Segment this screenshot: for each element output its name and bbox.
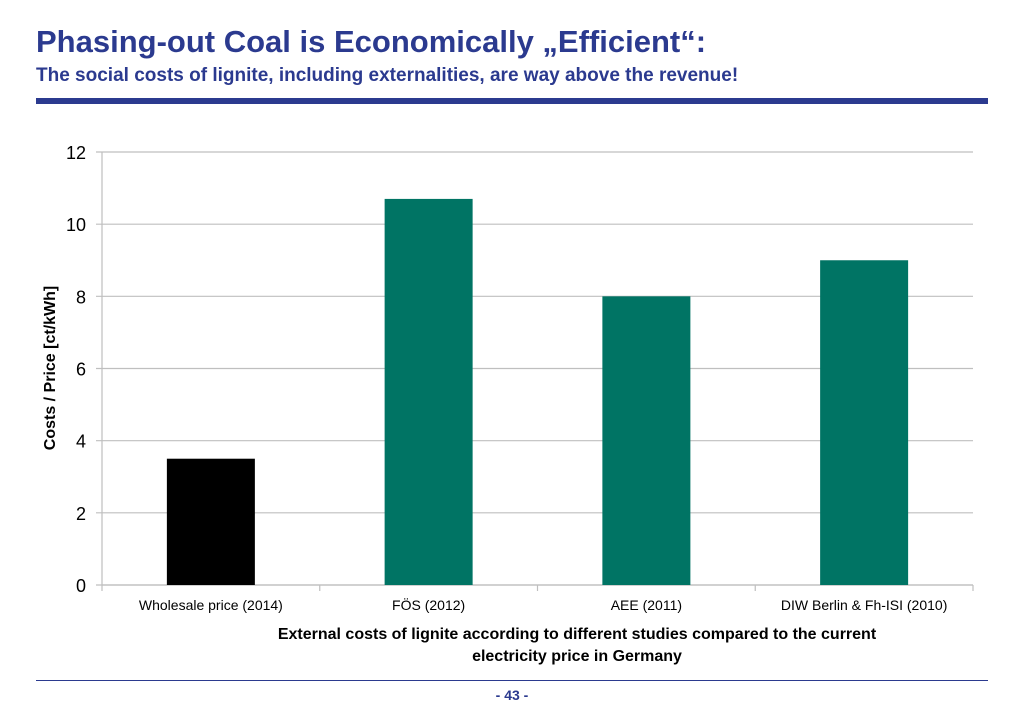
x-axis-label: External costs of lignite according to d… — [278, 626, 877, 643]
x-axis-label: electricity price in Germany — [472, 648, 682, 665]
x-tick-label: DIW Berlin & Fh-ISI (2010) — [781, 597, 948, 613]
footer-rule — [36, 680, 988, 681]
slide-subtitle: The social costs of lignite, including e… — [36, 65, 739, 86]
bar — [166, 458, 255, 585]
y-tick-label: 6 — [76, 360, 86, 380]
y-axis-label: Costs / Price [ct/kWh] — [42, 286, 59, 450]
title-rule — [36, 98, 988, 104]
page-number: - 43 - — [495, 687, 529, 703]
y-tick-label: 0 — [76, 576, 86, 596]
y-tick-label: 10 — [66, 215, 86, 235]
y-tick-label: 4 — [76, 432, 86, 452]
bar — [384, 198, 473, 586]
x-tick-label: Wholesale price (2014) — [139, 597, 283, 613]
x-tick-label: AEE (2011) — [611, 597, 682, 613]
bar — [820, 260, 909, 585]
y-tick-label: 8 — [76, 287, 86, 307]
slide-title: Phasing-out Coal is Economically „Effici… — [36, 24, 707, 59]
bar — [602, 296, 691, 585]
y-tick-label: 2 — [76, 504, 86, 524]
y-tick-label: 12 — [66, 143, 86, 163]
x-tick-label: FÖS (2012) — [392, 596, 465, 613]
